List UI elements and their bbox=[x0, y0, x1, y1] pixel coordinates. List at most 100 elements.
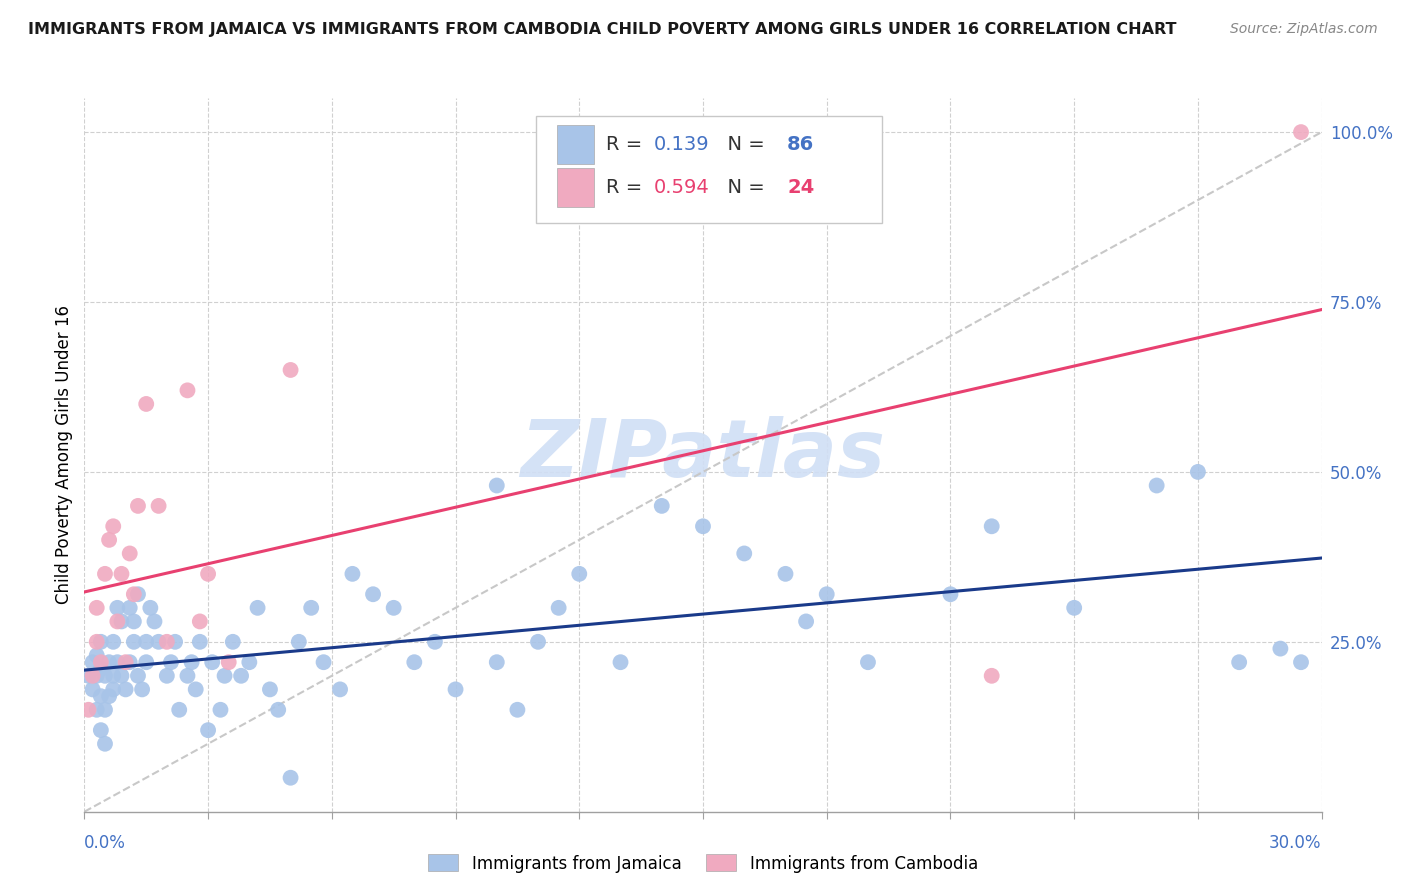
Point bbox=[86, 669, 108, 683]
Point bbox=[939, 587, 962, 601]
Point bbox=[77, 669, 100, 683]
Point bbox=[94, 737, 117, 751]
Point bbox=[114, 655, 136, 669]
Text: N =: N = bbox=[716, 135, 772, 154]
Point bbox=[94, 703, 117, 717]
Point bbox=[165, 635, 187, 649]
Point bbox=[733, 546, 755, 560]
Point bbox=[361, 587, 384, 601]
Point bbox=[197, 723, 219, 738]
Point bbox=[176, 669, 198, 683]
Point bbox=[82, 655, 104, 669]
Point bbox=[1289, 655, 1312, 669]
Point bbox=[209, 703, 232, 717]
Point bbox=[82, 682, 104, 697]
Text: R =: R = bbox=[606, 135, 650, 154]
Point bbox=[382, 600, 405, 615]
Text: 86: 86 bbox=[787, 135, 814, 154]
Point bbox=[148, 499, 170, 513]
Point bbox=[122, 635, 145, 649]
Point bbox=[506, 703, 529, 717]
Point bbox=[114, 682, 136, 697]
Legend: Immigrants from Jamaica, Immigrants from Cambodia: Immigrants from Jamaica, Immigrants from… bbox=[422, 847, 984, 880]
Point bbox=[775, 566, 797, 581]
Point bbox=[98, 689, 121, 703]
Point bbox=[86, 648, 108, 663]
Text: 30.0%: 30.0% bbox=[1270, 834, 1322, 852]
Point bbox=[568, 566, 591, 581]
Point bbox=[692, 519, 714, 533]
Point bbox=[131, 682, 153, 697]
Point bbox=[214, 669, 236, 683]
Point bbox=[267, 703, 290, 717]
Point bbox=[90, 723, 112, 738]
Point bbox=[1227, 655, 1250, 669]
Point bbox=[127, 669, 149, 683]
FancyBboxPatch shape bbox=[557, 125, 595, 164]
Point bbox=[312, 655, 335, 669]
Point bbox=[82, 669, 104, 683]
Point bbox=[118, 600, 141, 615]
Point bbox=[609, 655, 631, 669]
Point bbox=[238, 655, 260, 669]
Point bbox=[103, 635, 125, 649]
Point bbox=[188, 615, 211, 629]
Point bbox=[1187, 465, 1209, 479]
FancyBboxPatch shape bbox=[536, 116, 883, 223]
Point bbox=[794, 615, 817, 629]
Point bbox=[1289, 125, 1312, 139]
Point bbox=[105, 615, 128, 629]
Point bbox=[98, 655, 121, 669]
Point bbox=[110, 566, 132, 581]
Point bbox=[118, 655, 141, 669]
Point bbox=[90, 655, 112, 669]
Point bbox=[980, 519, 1002, 533]
Point bbox=[160, 655, 183, 669]
Point bbox=[176, 384, 198, 398]
Point bbox=[139, 600, 162, 615]
Point bbox=[280, 771, 302, 785]
Point bbox=[527, 635, 550, 649]
Point bbox=[485, 478, 508, 492]
FancyBboxPatch shape bbox=[557, 168, 595, 207]
Point bbox=[201, 655, 224, 669]
Point bbox=[485, 655, 508, 669]
Point bbox=[94, 566, 117, 581]
Point bbox=[90, 689, 112, 703]
Y-axis label: Child Poverty Among Girls Under 16: Child Poverty Among Girls Under 16 bbox=[55, 305, 73, 605]
Point bbox=[184, 682, 207, 697]
Point bbox=[103, 669, 125, 683]
Point bbox=[423, 635, 446, 649]
Point bbox=[110, 669, 132, 683]
Point bbox=[98, 533, 121, 547]
Point bbox=[299, 600, 322, 615]
Point bbox=[229, 669, 252, 683]
Point bbox=[980, 669, 1002, 683]
Point bbox=[1146, 478, 1168, 492]
Point bbox=[105, 655, 128, 669]
Point bbox=[197, 566, 219, 581]
Text: Source: ZipAtlas.com: Source: ZipAtlas.com bbox=[1230, 22, 1378, 37]
Point bbox=[222, 635, 245, 649]
Point bbox=[444, 682, 467, 697]
Point bbox=[547, 600, 569, 615]
Point bbox=[1063, 600, 1085, 615]
Point bbox=[167, 703, 190, 717]
Text: R =: R = bbox=[606, 178, 650, 197]
Point bbox=[1270, 641, 1292, 656]
Point bbox=[135, 635, 157, 649]
Text: 0.139: 0.139 bbox=[654, 135, 709, 154]
Point bbox=[148, 635, 170, 649]
Point bbox=[815, 587, 838, 601]
Point bbox=[135, 655, 157, 669]
Point bbox=[94, 669, 117, 683]
Point bbox=[135, 397, 157, 411]
Point bbox=[103, 519, 125, 533]
Point bbox=[110, 615, 132, 629]
Point bbox=[288, 635, 311, 649]
Point bbox=[77, 703, 100, 717]
Point bbox=[218, 655, 240, 669]
Point bbox=[86, 600, 108, 615]
Text: 24: 24 bbox=[787, 178, 814, 197]
Text: 0.0%: 0.0% bbox=[84, 834, 127, 852]
